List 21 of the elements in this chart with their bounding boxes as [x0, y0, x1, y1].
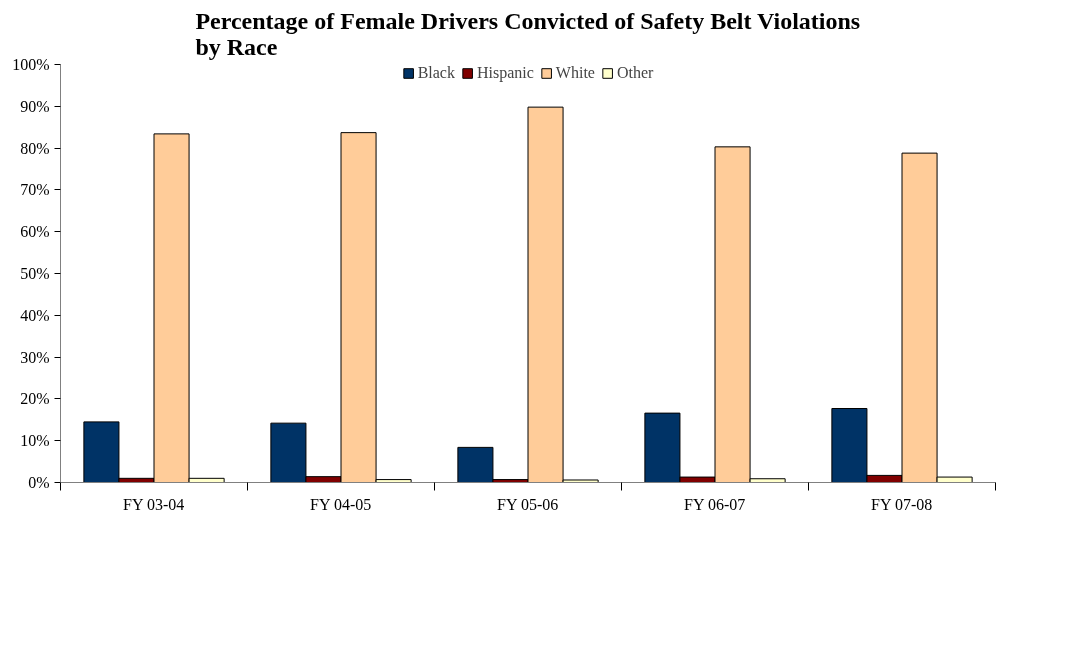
y-tick-label: 10%	[20, 432, 50, 450]
legend-label: Other	[616, 64, 654, 82]
y-tick-label: 20%	[20, 390, 50, 408]
x-tick-label: FY 03-04	[123, 495, 185, 513]
legend-label: White	[555, 64, 595, 82]
x-tick-label: FY 05-06	[497, 495, 559, 513]
y-tick-label: 30%	[20, 348, 50, 366]
y-tick-label: 90%	[20, 97, 50, 115]
y-tick-label: 50%	[20, 265, 50, 282]
x-tick-label: FY 06-07	[684, 495, 746, 513]
x-tick-label: FY 07-08	[871, 495, 933, 513]
y-tick-label: 80%	[20, 139, 50, 157]
legend-label: Hispanic	[476, 64, 534, 82]
y-tick-label: 40%	[20, 306, 50, 324]
y-tick-label: 60%	[20, 223, 50, 241]
y-tick-label: 100%	[12, 56, 50, 73]
y-tick-label: 0%	[28, 474, 50, 491]
legend-label: Black	[417, 64, 455, 82]
chart-title: Percentage of Female Drivers Convicted of Safety Belt Violations by Race	[195, 7, 861, 60]
x-tick-label: FY 04-05	[310, 495, 372, 513]
y-tick-label: 70%	[20, 181, 50, 199]
